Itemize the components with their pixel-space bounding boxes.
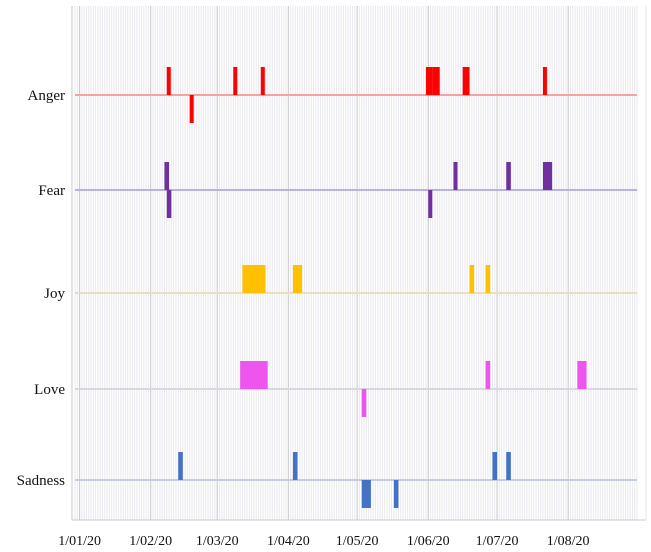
- event-bar-joy: [292, 265, 303, 293]
- event-bar-sadness: [178, 452, 183, 480]
- minor-gridlines: [74, 6, 638, 520]
- x-tick-label: 1/01/20: [58, 534, 101, 549]
- event-bar-joy: [242, 265, 266, 293]
- event-bar-love: [240, 361, 268, 389]
- plot-frame: [71, 6, 647, 521]
- event-bar-fear: [428, 190, 433, 218]
- event-bar-fear: [166, 190, 172, 218]
- event-bar-anger: [233, 67, 238, 95]
- x-tick-label: 1/04/20: [267, 534, 310, 549]
- event-bar-love: [361, 389, 367, 417]
- event-bar-sadness: [361, 480, 371, 508]
- event-bar-joy: [485, 265, 491, 293]
- category-label-anger: Anger: [28, 88, 66, 104]
- event-bars: [164, 67, 587, 508]
- x-tick-label: 1/08/20: [547, 534, 590, 549]
- event-bar-anger: [462, 67, 470, 95]
- event-bar-anger: [432, 67, 440, 95]
- event-bar-fear: [453, 162, 458, 190]
- event-bar-fear: [164, 162, 170, 190]
- event-bar-sadness: [492, 452, 498, 480]
- event-bar-anger: [166, 67, 171, 95]
- event-bar-sadness: [506, 452, 511, 480]
- x-tick-label: 1/02/20: [129, 534, 172, 549]
- category-label-love: Love: [34, 382, 65, 398]
- event-bar-anger: [189, 95, 194, 123]
- category-label-joy: Joy: [44, 286, 65, 302]
- event-bar-fear: [542, 162, 553, 190]
- event-bar-anger: [260, 67, 265, 95]
- x-axis-tick-labels: 1/01/20 1/02/20 1/03/20 1/04/20 1/05/20 1/06/…: [58, 534, 589, 549]
- major-gridlines: [79, 6, 569, 520]
- event-bar-anger: [542, 67, 547, 95]
- event-bar-love: [577, 361, 587, 389]
- x-tick-label: 1/03/20: [196, 534, 239, 549]
- category-labels: Anger Fear Joy Love Sadness: [17, 88, 66, 489]
- event-bar-fear: [506, 162, 511, 190]
- category-label-sadness: Sadness: [17, 473, 65, 489]
- event-bar-love: [485, 361, 491, 389]
- event-bar-anger: [425, 67, 433, 95]
- x-tick-label: 1/06/20: [407, 534, 450, 549]
- category-label-fear: Fear: [38, 183, 65, 199]
- event-bar-sadness: [393, 480, 399, 508]
- x-tick-label: 1/05/20: [336, 534, 379, 549]
- x-tick-label: 1/07/20: [476, 534, 519, 549]
- event-bar-joy: [469, 265, 475, 293]
- event-bar-sadness: [292, 452, 298, 480]
